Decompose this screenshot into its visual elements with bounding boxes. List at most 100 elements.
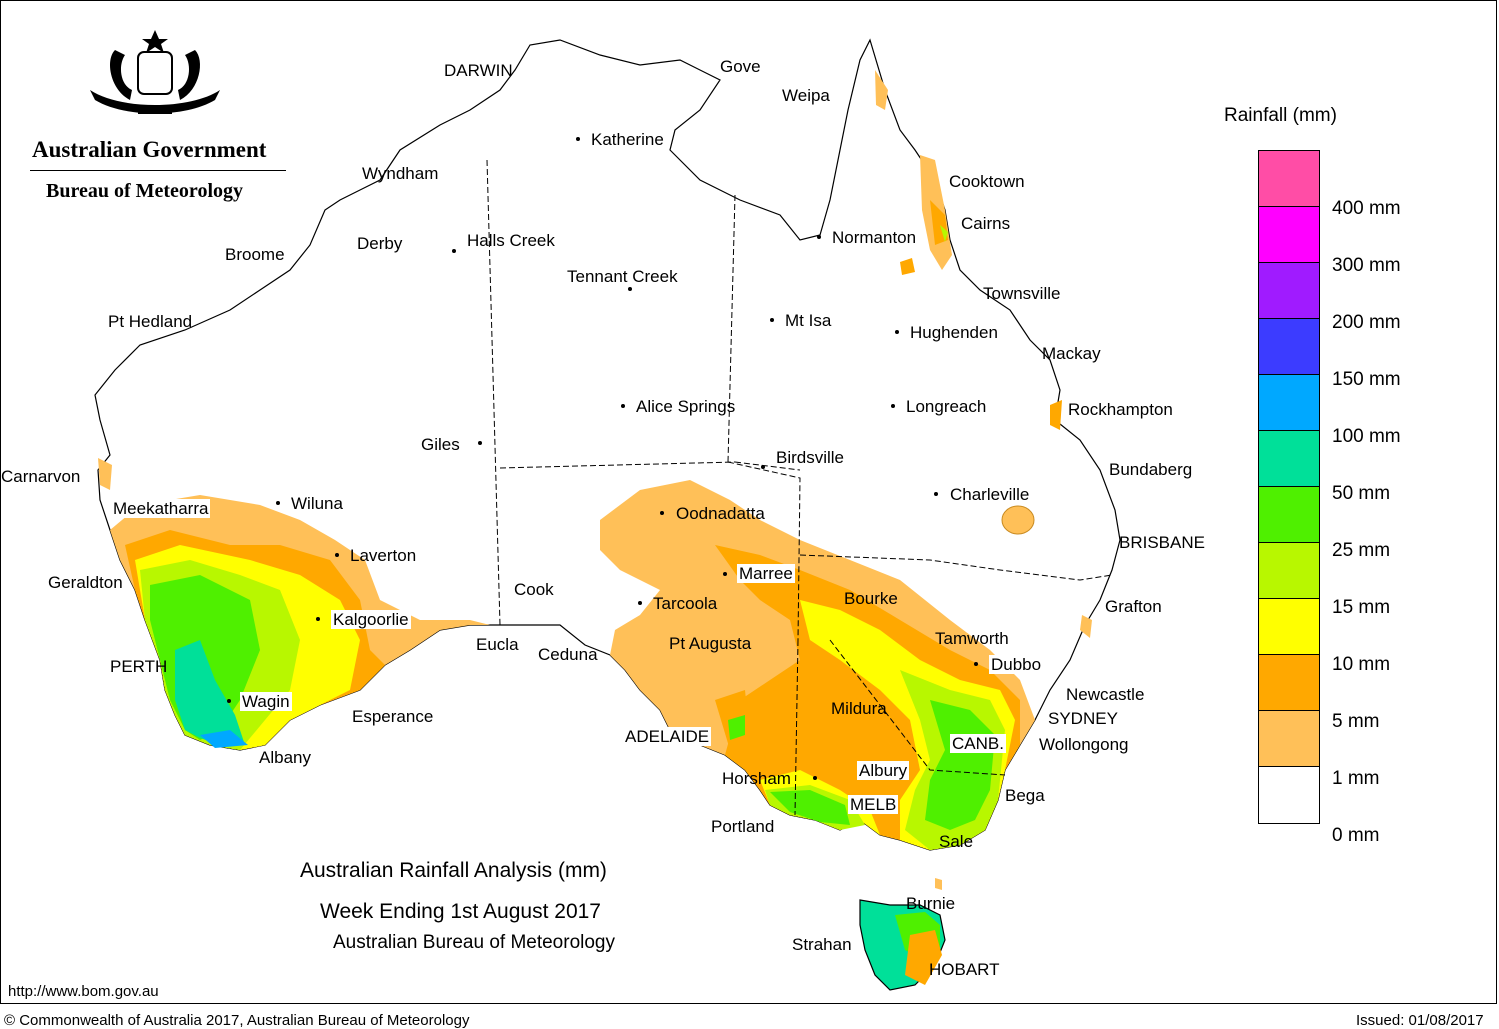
map-subtitle: Week Ending 1st August 2017 bbox=[320, 900, 601, 923]
label-wyndham: Wyndham bbox=[362, 164, 439, 183]
label-geraldton: Geraldton bbox=[48, 573, 123, 592]
dot-alice-springs bbox=[621, 404, 625, 408]
label-mildura: Mildura bbox=[831, 699, 887, 718]
legend-tick-label: 300 mm bbox=[1332, 255, 1401, 276]
label-tennant-creek: Tennant Creek bbox=[567, 267, 678, 286]
legend-swatch bbox=[1259, 711, 1319, 767]
label-gove: Gove bbox=[720, 57, 761, 76]
dot-tarcoola bbox=[638, 601, 642, 605]
label-hobart: HOBART bbox=[929, 960, 1000, 979]
label-burnie: Burnie bbox=[906, 894, 956, 913]
label-cook: Cook bbox=[514, 580, 554, 599]
label-townsville: Townsville bbox=[983, 284, 1061, 303]
dot-normanton bbox=[817, 235, 821, 239]
label-melbourne: MELB bbox=[848, 795, 899, 814]
label-pt-augusta: Pt Augusta bbox=[669, 634, 752, 653]
label-mt-isa: Mt Isa bbox=[785, 311, 832, 330]
legend-swatch bbox=[1259, 767, 1319, 823]
header-divider bbox=[30, 170, 286, 171]
dot-halls-creek bbox=[452, 249, 456, 253]
label-kalgoorlie: Kalgoorlie bbox=[331, 610, 411, 629]
footer-copyright: © Commonwealth of Australia 2017, Austra… bbox=[4, 1012, 470, 1029]
label-charleville: Charleville bbox=[950, 485, 1030, 504]
legend-color-scale bbox=[1258, 150, 1320, 824]
legend-tick-label: 400 mm bbox=[1332, 198, 1401, 219]
dot-katherine bbox=[576, 137, 580, 141]
label-darwin: DARWIN bbox=[444, 61, 513, 80]
legend-swatch bbox=[1259, 599, 1319, 655]
label-strahan: Strahan bbox=[792, 935, 852, 954]
label-katherine: Katherine bbox=[591, 130, 664, 149]
legend-swatch bbox=[1259, 655, 1319, 711]
legend-tick-label: 1 mm bbox=[1332, 768, 1380, 789]
label-longreach: Longreach bbox=[906, 397, 987, 416]
label-sale: Sale bbox=[939, 832, 974, 851]
label-hughenden: Hughenden bbox=[910, 323, 998, 342]
label-cairns: Cairns bbox=[961, 214, 1011, 233]
dot-mt-isa bbox=[770, 318, 774, 322]
dot-dubbo bbox=[974, 662, 978, 666]
label-adelaide: ADELAIDE bbox=[623, 727, 712, 746]
label-cooktown: Cooktown bbox=[949, 172, 1025, 191]
dot-kalgoorlie bbox=[316, 617, 320, 621]
dot-wiluna bbox=[276, 501, 280, 505]
footer-url[interactable]: http://www.bom.gov.au bbox=[8, 983, 159, 1000]
dot-laverton bbox=[335, 553, 339, 557]
government-title: Australian Government bbox=[32, 137, 267, 162]
label-rockhampton: Rockhampton bbox=[1068, 400, 1173, 419]
legend-swatch bbox=[1259, 151, 1319, 207]
legend-tick-label: 100 mm bbox=[1332, 426, 1401, 447]
label-albany: Albany bbox=[259, 748, 311, 767]
legend-swatch bbox=[1259, 431, 1319, 487]
label-normanton: Normanton bbox=[832, 228, 917, 247]
label-bundaberg: Bundaberg bbox=[1109, 460, 1193, 479]
label-giles: Giles bbox=[421, 435, 460, 454]
label-tarcoola: Tarcoola bbox=[653, 594, 718, 613]
label-bourke: Bourke bbox=[844, 589, 898, 608]
dot-charleville bbox=[934, 492, 938, 496]
label-wagin: Wagin bbox=[240, 692, 292, 711]
label-alice-springs: Alice Springs bbox=[636, 397, 736, 416]
label-portland: Portland bbox=[711, 817, 775, 836]
agency-title: Bureau of Meteorology bbox=[46, 180, 244, 202]
label-brisbane: BRISBANE bbox=[1119, 533, 1205, 552]
label-albury: Albury bbox=[857, 761, 910, 780]
label-tamworth: Tamworth bbox=[935, 629, 1009, 648]
map-title: Australian Rainfall Analysis (mm) bbox=[300, 859, 607, 882]
label-eucla: Eucla bbox=[476, 635, 519, 654]
label-derby: Derby bbox=[357, 234, 403, 253]
label-bega: Bega bbox=[1005, 786, 1045, 805]
label-wiluna: Wiluna bbox=[291, 494, 343, 513]
label-esperance: Esperance bbox=[352, 707, 434, 726]
map-source: Australian Bureau of Meteorology bbox=[333, 932, 615, 953]
legend-tick-label: 15 mm bbox=[1332, 597, 1391, 618]
label-dubbo: Dubbo bbox=[989, 655, 1044, 674]
legend-tick-label: 10 mm bbox=[1332, 654, 1391, 675]
label-oodnadatta: Oodnadatta bbox=[676, 504, 765, 523]
legend-swatch bbox=[1259, 375, 1319, 431]
label-halls-creek: Halls Creek bbox=[467, 231, 555, 250]
label-meekatharra: Meekatharra bbox=[111, 499, 211, 518]
legend-tick-label: 200 mm bbox=[1332, 312, 1401, 333]
dot-horsham bbox=[813, 776, 817, 780]
label-birdsville: Birdsville bbox=[776, 448, 845, 467]
dot-giles bbox=[478, 441, 482, 445]
legend-tick-label: 50 mm bbox=[1332, 483, 1391, 504]
dot-longreach bbox=[891, 404, 895, 408]
dot-wagin bbox=[227, 699, 231, 703]
label-wollongong: Wollongong bbox=[1039, 735, 1129, 754]
legend-swatch bbox=[1259, 543, 1319, 599]
dot-birdsville bbox=[761, 465, 765, 469]
label-broome: Broome bbox=[225, 245, 285, 264]
label-ceduna: Ceduna bbox=[538, 645, 598, 664]
label-marree: Marree bbox=[737, 564, 795, 583]
legend-tick-label: 0 mm bbox=[1332, 825, 1380, 846]
coat-of-arms-icon bbox=[90, 30, 220, 114]
label-pt-hedland: Pt Hedland bbox=[108, 312, 193, 331]
legend-tick-label: 5 mm bbox=[1332, 711, 1380, 732]
legend-title: Rainfall (mm) bbox=[1224, 105, 1337, 126]
label-perth: PERTH bbox=[110, 657, 168, 676]
label-canberra: CANB. bbox=[950, 734, 1006, 753]
legend-swatch bbox=[1259, 487, 1319, 543]
dot-oodnadatta bbox=[660, 511, 664, 515]
